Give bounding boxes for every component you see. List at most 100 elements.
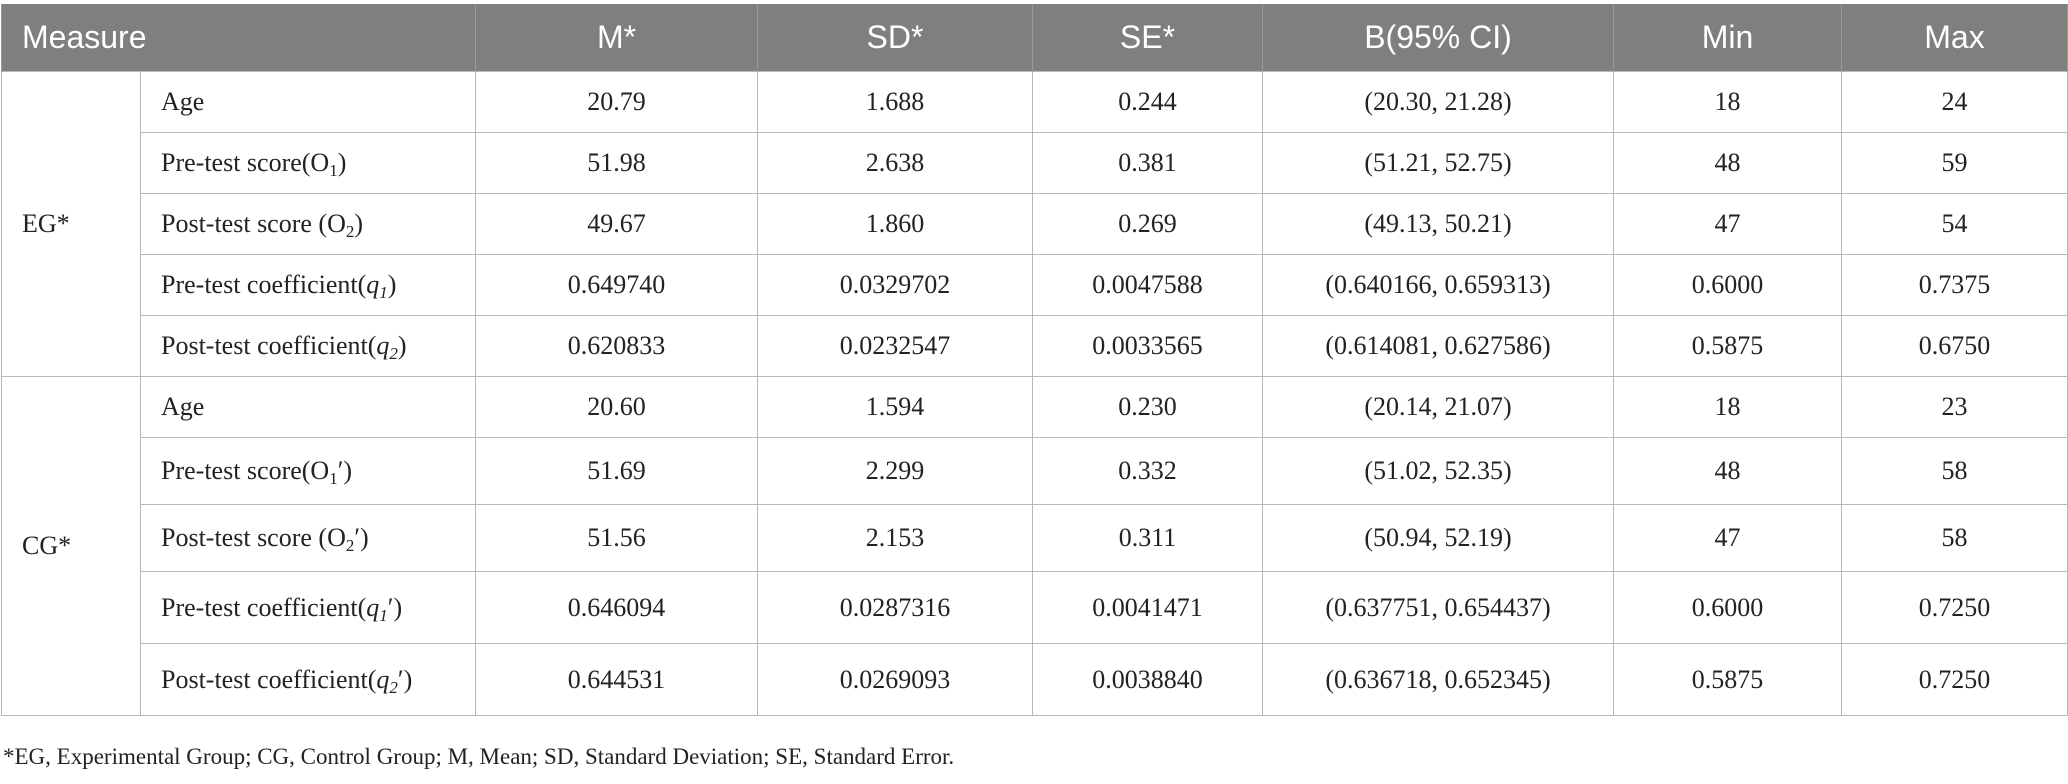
cell-ci: (50.94, 52.19) xyxy=(1262,504,1614,572)
row-label: Pre-test score(O1) xyxy=(140,132,476,194)
header-sd: SD* xyxy=(757,4,1033,72)
row-label-text: Post-test coefficient( xyxy=(161,664,377,694)
row-label-text: Post-test score (O xyxy=(161,523,346,552)
cell-max: 23 xyxy=(1841,376,2068,438)
cell-mean: 0.649740 xyxy=(475,254,758,316)
cell-se: 0.0033565 xyxy=(1032,315,1263,377)
row-label-tail: ′) xyxy=(397,664,413,694)
row-label-tail: ′) xyxy=(354,523,369,552)
cell-sd: 0.0232547 xyxy=(757,315,1033,377)
row-label-subscript: 1 xyxy=(379,283,388,302)
cell-se: 0.0047588 xyxy=(1032,254,1263,316)
cell-sd: 1.860 xyxy=(757,193,1033,255)
cell-min: 47 xyxy=(1613,193,1842,255)
row-label: Pre-test coefficient(q1) xyxy=(140,254,476,316)
group-label-cg: CG* xyxy=(1,376,141,716)
cell-mean: 51.98 xyxy=(475,132,758,194)
row-label-subscript: 2 xyxy=(389,677,398,697)
cell-max: 0.7250 xyxy=(1841,571,2068,644)
row-label: Post-test score (O2′) xyxy=(140,504,476,572)
row-label-variable: q xyxy=(376,331,390,360)
cell-ci: (49.13, 50.21) xyxy=(1262,193,1614,255)
cell-se: 0.0041471 xyxy=(1032,571,1263,644)
row-label-subscript: 2 xyxy=(389,344,398,363)
table-row: Post-test score (O2′) 51.56 2.153 0.311 … xyxy=(2,504,2068,572)
cell-sd: 1.594 xyxy=(757,376,1033,438)
cell-sd: 0.0329702 xyxy=(757,254,1033,316)
row-label-variable: q xyxy=(366,592,380,622)
row-label-text: Age xyxy=(161,87,205,116)
cell-se: 0.332 xyxy=(1032,437,1263,505)
row-label: Post-test score (O2) xyxy=(140,193,476,255)
cell-ci: (20.30, 21.28) xyxy=(1262,71,1614,133)
row-label: Post-test coefficient(q2) xyxy=(140,315,476,377)
cell-sd: 2.299 xyxy=(757,437,1033,505)
cell-min: 18 xyxy=(1613,71,1842,133)
cell-min: 48 xyxy=(1613,132,1842,194)
row-label-subscript: 1 xyxy=(329,469,338,488)
header-ci: B(95% CI) xyxy=(1262,4,1614,72)
descriptive-statistics-table: Measure M* SD* SE* B(95% CI) Min Max EG*… xyxy=(1,4,2068,716)
table-row: EG* Age 20.79 1.688 0.244 (20.30, 21.28)… xyxy=(1,71,2068,377)
row-label-tail: ) xyxy=(397,331,407,360)
cell-max: 0.7250 xyxy=(1841,643,2068,716)
row-label: Age xyxy=(140,71,476,133)
table-container: Measure M* SD* SE* B(95% CI) Min Max EG*… xyxy=(0,4,2068,716)
header-measure: Measure xyxy=(1,4,476,72)
cell-ci: (0.640166, 0.659313) xyxy=(1262,254,1614,316)
cell-max: 59 xyxy=(1841,132,2068,194)
row-label-tail: ) xyxy=(337,148,347,177)
cell-sd: 2.638 xyxy=(757,132,1033,194)
row-label-text: Post-test score (O xyxy=(161,209,346,238)
cell-se: 0.269 xyxy=(1032,193,1263,255)
cell-ci: (0.636718, 0.652345) xyxy=(1262,643,1614,716)
cell-ci: (51.02, 52.35) xyxy=(1262,437,1614,505)
cell-sd: 2.153 xyxy=(757,504,1033,572)
cell-ci: (51.21, 52.75) xyxy=(1262,132,1614,194)
cell-max: 58 xyxy=(1841,437,2068,505)
cell-ci: (20.14, 21.07) xyxy=(1262,376,1614,438)
row-label-text: Pre-test score(O xyxy=(161,148,330,177)
header-mean: M* xyxy=(475,4,758,72)
row-label: Pre-test coefficient(q1′) xyxy=(140,571,476,644)
row-label-tail: ′) xyxy=(337,456,353,485)
cell-se: 0.381 xyxy=(1032,132,1263,194)
row-label-tail: ) xyxy=(387,270,397,299)
table-row: Post-test coefficient(q2) 0.620833 0.023… xyxy=(2,315,2068,377)
cell-max: 54 xyxy=(1841,193,2068,255)
header-min: Min xyxy=(1613,4,1842,72)
cell-se: 0.0038840 xyxy=(1032,643,1263,716)
row-label-subscript: 2 xyxy=(345,222,355,241)
row-label-tail: ′) xyxy=(387,592,403,622)
row-label-subscript: 2 xyxy=(345,536,355,555)
cell-se: 0.311 xyxy=(1032,504,1263,572)
cell-min: 48 xyxy=(1613,437,1842,505)
cell-sd: 1.688 xyxy=(757,71,1033,133)
row-label-text: Age xyxy=(161,392,205,421)
cell-sd: 0.0269093 xyxy=(757,643,1033,716)
header-row: Measure M* SD* SE* B(95% CI) Min Max xyxy=(1,4,2068,72)
cell-mean: 51.69 xyxy=(475,437,758,505)
row-label-text: Pre-test coefficient( xyxy=(161,592,367,622)
cell-sd: 0.0287316 xyxy=(757,571,1033,644)
cell-max: 24 xyxy=(1841,71,2068,133)
cell-max: 58 xyxy=(1841,504,2068,572)
cell-min: 47 xyxy=(1613,504,1842,572)
row-label: Post-test coefficient(q2′) xyxy=(140,643,476,716)
table-row: Pre-test coefficient(q1′) 0.646094 0.028… xyxy=(2,571,2068,644)
cell-min: 0.5875 xyxy=(1613,315,1842,377)
cell-mean: 20.79 xyxy=(475,71,758,133)
table-row: Pre-test score(O1) 51.98 2.638 0.381 (51… xyxy=(2,132,2068,194)
table-footnote: *EG, Experimental Group; CG, Control Gro… xyxy=(3,744,955,769)
cell-ci: (0.637751, 0.654437) xyxy=(1262,571,1614,644)
cell-mean: 0.620833 xyxy=(475,315,758,377)
header-max: Max xyxy=(1841,4,2068,72)
table-row: Post-test coefficient(q2′) 0.644531 0.02… xyxy=(2,643,2068,716)
cell-mean: 20.60 xyxy=(475,376,758,438)
cell-min: 0.6000 xyxy=(1613,254,1842,316)
row-label-variable: q xyxy=(376,664,390,694)
cell-min: 0.5875 xyxy=(1613,643,1842,716)
table-row: Pre-test score(O1′) 51.69 2.299 0.332 (5… xyxy=(2,437,2068,505)
cell-mean: 0.644531 xyxy=(475,643,758,716)
cell-min: 18 xyxy=(1613,376,1842,438)
